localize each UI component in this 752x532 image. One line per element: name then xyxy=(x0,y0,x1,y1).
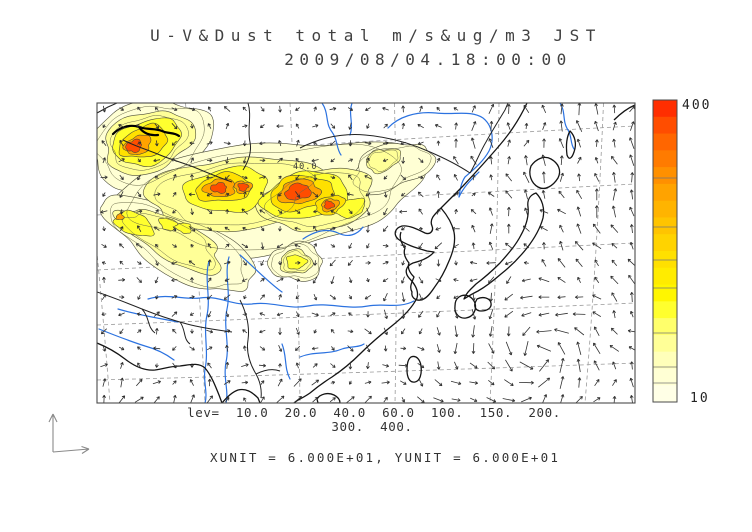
colorbar-segment xyxy=(653,368,677,386)
map-layers xyxy=(97,103,635,403)
colorbar-segment xyxy=(653,267,677,286)
axis-units-label: XUNIT = 6.000E+01, YUNIT = 6.000E+01 xyxy=(209,450,561,465)
contour-rings xyxy=(97,105,432,288)
colorbar-segment xyxy=(653,234,677,252)
colorbar-segment xyxy=(653,100,677,118)
colorbar-max-label: 400 xyxy=(682,98,711,113)
colorbar-segment xyxy=(653,167,677,185)
coastlines xyxy=(97,103,635,403)
contour-levels-legend-line2: 300. 400. xyxy=(331,419,413,434)
colorbar-segment xyxy=(653,200,677,218)
axis-scale-arrows xyxy=(48,413,90,454)
contour-value-label: 40.0 xyxy=(293,162,317,172)
plot-title: U-V&Dust total m/s&ug/m3 JST xyxy=(150,26,602,45)
colorbar-min-label: 10 xyxy=(690,391,710,406)
colorbar-segment xyxy=(653,334,677,353)
colorbar-segment xyxy=(653,301,677,319)
contour-levels-legend-line1: lev= 10.0 20.0 40.0 60.0 100. 150. 200. xyxy=(187,405,561,420)
colorbar-segment xyxy=(653,183,677,202)
colorbar-segment xyxy=(653,217,677,235)
wind-vector-field xyxy=(100,103,635,403)
plot-datetime: 2009/08/04.18:00:00 xyxy=(284,50,572,69)
lake-outline xyxy=(111,124,181,138)
y-axis-arrow xyxy=(48,413,58,452)
colorbar xyxy=(652,99,678,403)
colorbar-segment xyxy=(653,116,677,135)
rivers xyxy=(98,103,575,403)
x-axis-arrow xyxy=(52,445,90,454)
colorbar-segment xyxy=(653,150,677,168)
colorbar-segment xyxy=(653,133,677,151)
colorbar-segment xyxy=(653,318,677,336)
colorbar-segment xyxy=(653,351,677,369)
map-frame xyxy=(96,102,636,404)
colorbar-segment xyxy=(653,385,677,403)
colorbar-segment xyxy=(653,284,677,302)
colorbar-outline xyxy=(652,99,678,403)
